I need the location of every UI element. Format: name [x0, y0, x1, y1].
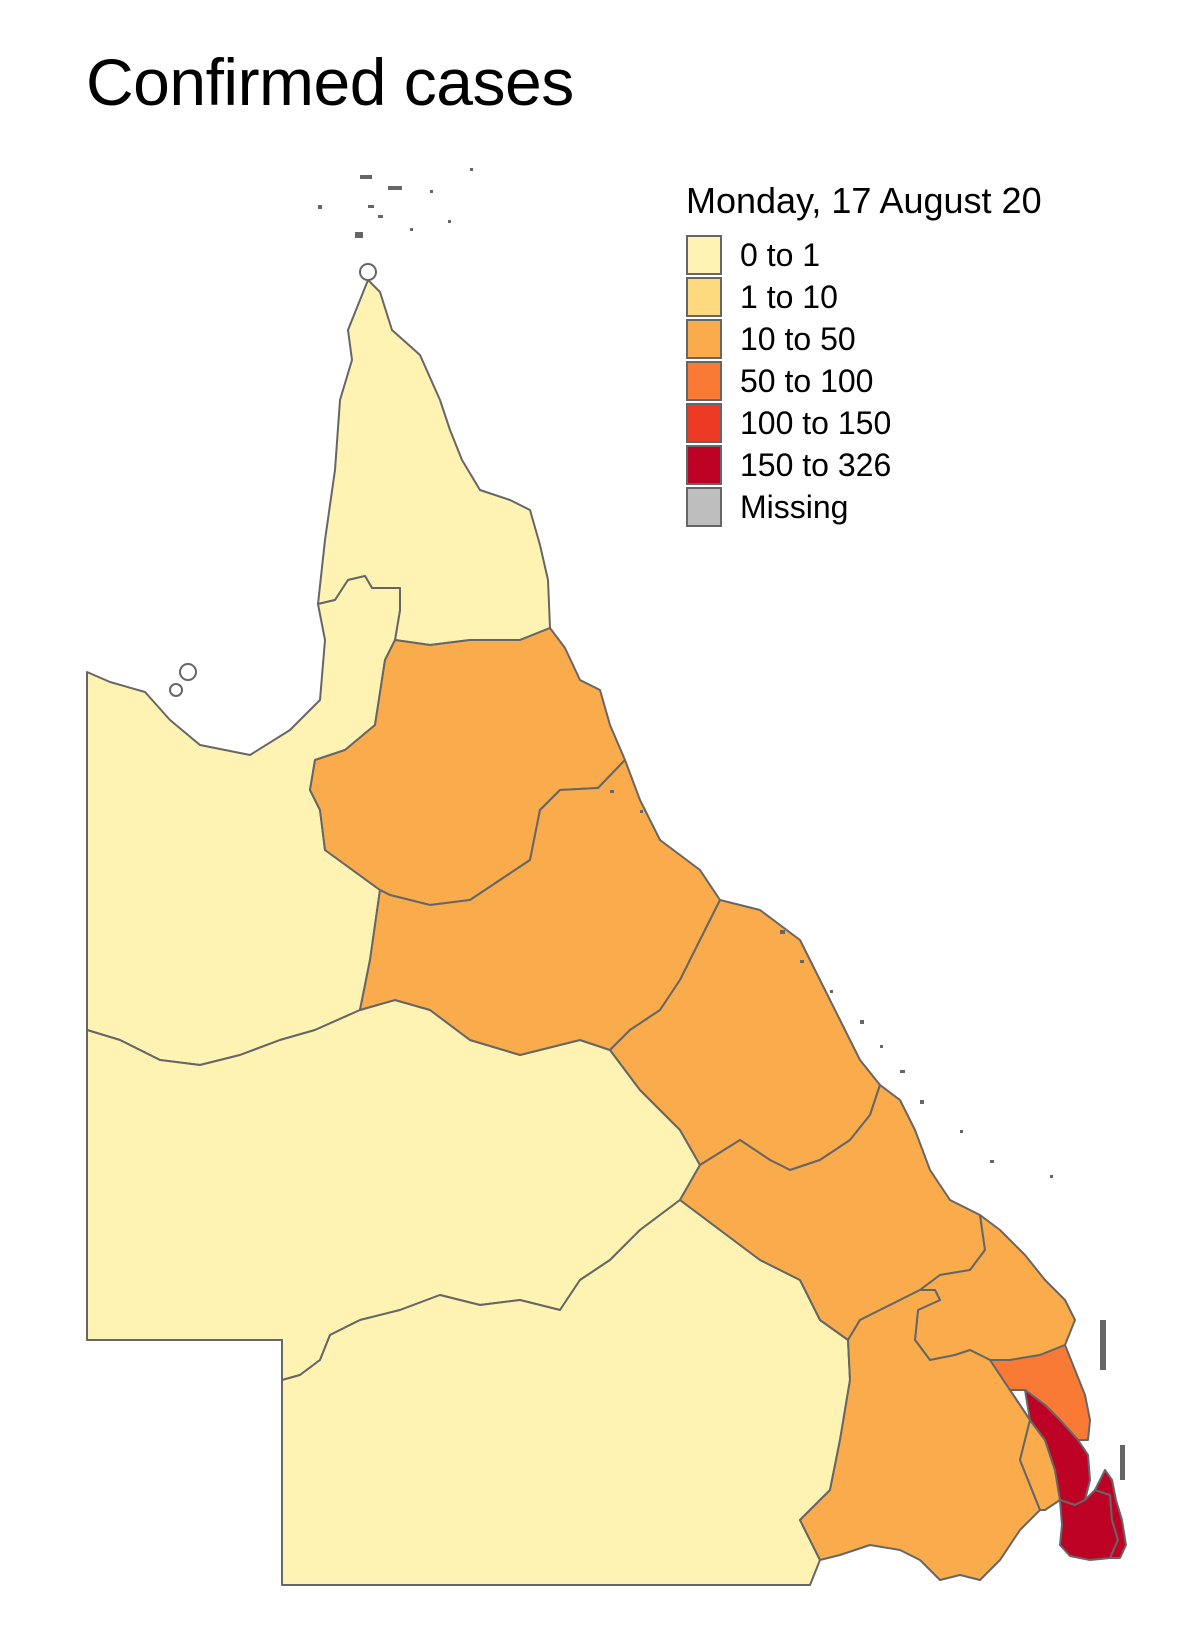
coastal-islands	[169, 168, 1125, 1480]
legend-swatch	[686, 319, 722, 359]
legend-item: 0 to 1	[686, 234, 1042, 276]
map-title: Confirmed cases	[86, 45, 574, 119]
legend-label: 50 to 100	[740, 362, 874, 399]
legend-item: 50 to 100	[686, 360, 1042, 402]
legend-swatch	[686, 487, 722, 527]
legend-item: 100 to 150	[686, 402, 1042, 444]
legend-item: 150 to 326	[686, 444, 1042, 486]
legend-item: Missing	[686, 486, 1042, 528]
legend-swatch	[686, 445, 722, 485]
region-gold-coast[interactable]	[1094, 1469, 1127, 1559]
legend-label: 0 to 1	[740, 236, 821, 273]
legend-item: 1 to 10	[686, 276, 1042, 318]
legend-label: Missing	[740, 488, 849, 525]
legend-swatch	[686, 403, 722, 443]
legend-label: 10 to 50	[740, 320, 856, 357]
legend-swatch	[686, 235, 722, 275]
legend-label: 1 to 10	[740, 278, 838, 315]
legend-title: Monday, 17 August 20	[686, 180, 1042, 221]
legend-swatch	[686, 361, 722, 401]
legend: Monday, 17 August 20 0 to 1 1 to 10 10 t…	[686, 180, 1042, 528]
legend-item: 10 to 50	[686, 318, 1042, 360]
legend-swatch	[686, 277, 722, 317]
legend-label: 100 to 150	[740, 404, 892, 441]
legend-label: 150 to 326	[740, 446, 892, 483]
